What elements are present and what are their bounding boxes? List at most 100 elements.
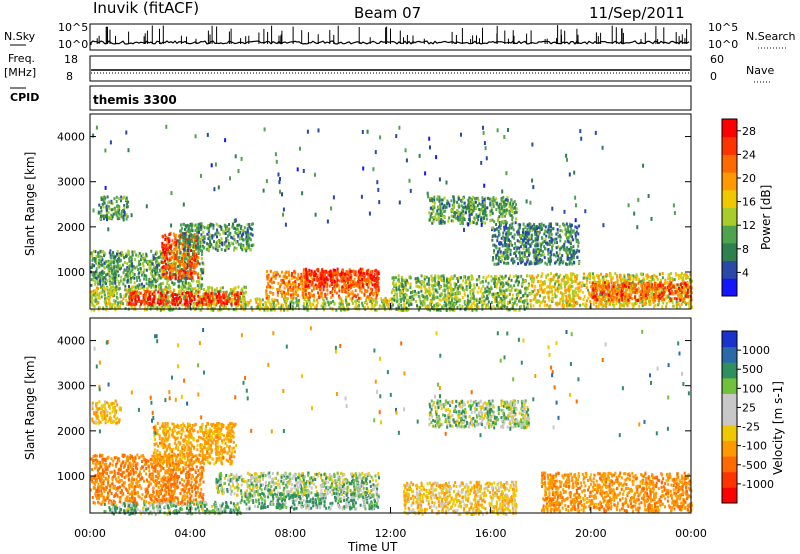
data-cell [377,291,380,295]
data-cell [92,304,95,308]
data-cell [91,303,94,307]
data-cell [200,233,203,237]
data-cell [567,230,570,234]
data-cell [115,295,118,299]
data-cell [447,297,450,301]
data-cell [195,302,198,306]
data-cell [557,245,560,249]
data-cell [154,252,157,256]
data-cell [138,262,140,266]
data-cell [351,283,354,287]
data-cell [223,304,226,308]
data-cell [208,298,211,302]
data-cell [404,286,407,290]
data-cell [290,276,293,280]
data-cell [135,291,138,295]
data-cell [510,306,513,310]
data-cell [404,283,407,287]
data-cell [367,285,370,289]
data-cell [315,304,318,307]
data-cell [182,276,184,280]
data-cell [218,239,221,242]
data-cell [156,264,159,268]
data-cell [196,280,199,284]
data-cell [322,286,325,290]
data-cell [180,285,183,289]
data-cell [127,249,130,253]
data-cell [328,270,331,274]
data-cell [199,237,202,241]
data-cell [484,205,486,209]
data-cell [534,242,537,246]
data-cell [93,293,95,297]
data-cell [502,210,505,214]
data-cell [315,268,318,272]
data-cell [494,285,496,288]
data-cell [193,287,196,291]
data-cell [170,244,173,248]
data-cell [469,290,472,293]
data-cell [212,308,215,312]
data-cell [171,250,174,254]
data-cell [167,250,170,254]
data-cell [460,200,463,204]
data-cell [399,297,402,301]
data-cell [202,268,204,272]
data-cell [165,246,168,250]
data-cell [116,269,119,273]
data-cell [405,280,408,284]
data-cell [373,272,376,276]
data-cell [471,198,473,201]
data-cell [416,304,418,308]
data-cell [108,292,111,296]
data-cell [512,257,515,261]
data-cell [349,297,352,301]
data-cell [376,280,379,284]
data-cell [520,274,523,278]
data-cell [396,292,398,296]
data-cell [182,236,185,240]
data-cell [223,241,226,244]
data-cell [426,294,428,298]
data-cell [287,290,289,293]
data-cell [559,235,562,239]
data-cell [91,263,94,267]
data-cell [126,279,129,283]
data-cell [134,266,137,270]
data-cell [176,257,179,261]
data-cell [320,304,323,308]
data-cell [118,197,121,201]
data-cell [511,204,514,208]
data-cell [525,286,528,290]
data-cell [148,263,150,267]
data-cell [565,230,568,234]
data-cell [483,302,486,306]
data-cell [495,277,498,281]
data-cell [452,195,455,199]
data-cell [287,288,290,291]
data-cell [374,297,377,301]
data-cell [202,302,205,306]
data-cell [443,279,445,283]
data-cell [221,286,224,290]
data-cell [495,256,498,260]
data-cell [517,292,520,296]
data-cell [523,305,526,309]
data-cell [425,305,428,309]
data-cell [443,300,446,304]
data-cell [324,280,327,284]
data-cell [90,308,93,312]
data-cell [227,297,230,300]
data-cell [569,261,572,265]
data-cell [332,299,334,303]
data-cell [499,299,502,303]
data-cell [200,235,203,239]
data-cell [101,288,104,292]
data-cell [464,205,467,209]
data-cell [150,285,153,289]
data-cell [159,276,162,280]
data-cell [162,295,165,299]
data-cell [110,266,113,270]
data-cell [510,232,513,235]
data-cell [488,292,490,296]
